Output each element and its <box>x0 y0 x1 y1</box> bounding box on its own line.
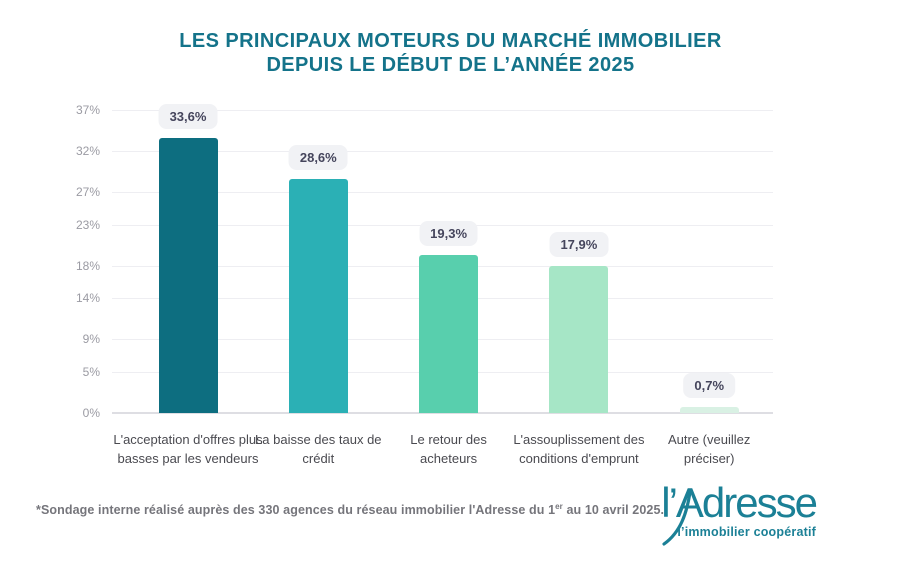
brand-logo-tagline: l’immobilier coopératif <box>677 525 816 539</box>
y-tick-label: 9% <box>82 332 100 347</box>
y-tick-label: 5% <box>82 365 100 380</box>
category-label: L'assouplissement des conditions d'empru… <box>513 432 645 466</box>
bar <box>419 254 479 413</box>
chart-title-line1: LES PRINCIPAUX MOTEURS DU MARCHÉ IMMOBIL… <box>179 30 722 52</box>
y-tick-label: 14% <box>75 291 100 306</box>
value-badge: 28,6% <box>288 144 348 170</box>
footnote-text-start: *Sondage interne réalisé auprès des 330 … <box>36 503 556 518</box>
y-tick-label: 0% <box>82 406 100 420</box>
x-axis-baseline <box>112 412 773 414</box>
brand-logo: l’Adresse l’immobilier coopératif <box>646 479 818 548</box>
gridline <box>112 191 773 193</box>
chart-title: LES PRINCIPAUX MOTEURS DU MARCHÉ IMMOBIL… <box>0 29 901 77</box>
value-badge: 17,9% <box>549 232 609 258</box>
plot-area: 37% 32% 27% 23% 18% 14% 9% 5% 0% 33,6% L'acceptati… <box>76 103 773 466</box>
value-badge: 33,6% <box>158 103 218 129</box>
gridline <box>112 110 773 111</box>
category-label: Le retour des acheteurs <box>410 432 487 466</box>
bar <box>679 407 739 413</box>
y-tick-label: 27% <box>75 184 100 199</box>
gridline <box>112 150 773 152</box>
footnote: *Sondage interne réalisé auprès des 330 … <box>36 502 664 517</box>
footnote-text-end: au 10 avril 2025. <box>562 503 665 518</box>
y-tick-label: 23% <box>75 217 100 232</box>
bar <box>549 266 609 413</box>
bar <box>158 137 218 413</box>
category-label: L'acceptation d'offres plus basses par l… <box>113 432 263 466</box>
brand-logo-name: l’Adresse <box>661 479 818 526</box>
category-label: La baisse des taux de crédit <box>255 432 382 466</box>
y-tick-label: 32% <box>75 143 100 158</box>
chart-title-line2: DEPUIS LE DÉBUT DE L’ANNÉE 2025 <box>266 54 635 76</box>
y-tick-label: 37% <box>75 103 100 117</box>
category-label: Autre (veuillez préciser) <box>668 432 751 466</box>
footnote-superscript: er <box>555 502 563 511</box>
bar <box>288 178 348 413</box>
value-badge: 19,3% <box>419 220 479 246</box>
value-badge: 0,7% <box>683 373 736 399</box>
y-tick-label: 18% <box>75 258 100 273</box>
